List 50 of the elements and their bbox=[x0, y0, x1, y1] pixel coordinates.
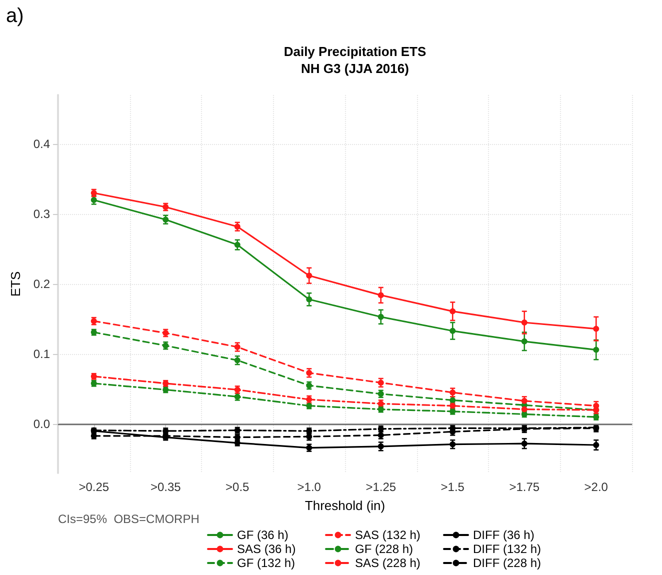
point bbox=[162, 216, 169, 223]
point bbox=[378, 443, 384, 450]
x-tick-label: >0.25 bbox=[78, 480, 110, 494]
legend-label: GF (132 h) bbox=[237, 556, 296, 570]
x-axis-title: Threshold (in) bbox=[304, 498, 386, 513]
chart-subtitle: NH G3 (JJA 2016) bbox=[301, 61, 409, 76]
legend-label: SAS (132 h) bbox=[355, 528, 420, 542]
text: a) bbox=[6, 5, 24, 27]
y-tick-label: 0.0 bbox=[33, 417, 50, 431]
point bbox=[234, 344, 240, 350]
x-tick-label: >0.5 bbox=[226, 480, 250, 494]
point bbox=[593, 346, 600, 353]
x-tick-label: >1.5 bbox=[440, 480, 465, 494]
point bbox=[521, 398, 528, 404]
x-tick-label: >1.0 bbox=[297, 480, 322, 494]
point bbox=[521, 440, 528, 447]
y-tick-label: 0.1 bbox=[33, 347, 50, 361]
point bbox=[450, 308, 456, 314]
chart-title: Daily Precipitation ETS bbox=[284, 44, 426, 59]
x-tick-label: >1.75 bbox=[509, 480, 540, 494]
point bbox=[378, 314, 384, 320]
point bbox=[521, 338, 528, 344]
point bbox=[593, 326, 600, 332]
y-tick-label: 0.4 bbox=[33, 137, 50, 151]
point bbox=[234, 242, 240, 248]
point bbox=[306, 370, 312, 376]
legend-label: SAS (36 h) bbox=[237, 542, 296, 556]
x-tick-label: >1.25 bbox=[366, 480, 396, 494]
point bbox=[521, 320, 528, 326]
point bbox=[450, 328, 456, 334]
point bbox=[378, 380, 384, 386]
point bbox=[378, 292, 384, 298]
point bbox=[306, 272, 312, 279]
legend-label: GF (36 h) bbox=[237, 528, 288, 542]
legend-label: DIFF (132 h) bbox=[473, 542, 542, 556]
point bbox=[450, 441, 456, 448]
y-tick-label: 0.3 bbox=[33, 207, 50, 221]
legend-label: DIFF (228 h) bbox=[473, 556, 542, 570]
x-tick-label: >2.0 bbox=[584, 480, 608, 494]
y-axis-title: ETS bbox=[8, 271, 23, 297]
legend-label: SAS (228 h) bbox=[355, 556, 420, 570]
y-tick-label: 0.2 bbox=[33, 277, 50, 291]
point bbox=[593, 442, 600, 448]
point bbox=[234, 224, 240, 230]
text: CIs=95% OBS=CMORPH bbox=[58, 512, 200, 526]
legend-label: GF (228 h) bbox=[355, 542, 414, 556]
x-tick-label: >0.35 bbox=[150, 480, 182, 494]
legend-label: DIFF (36 h) bbox=[473, 528, 534, 542]
point bbox=[306, 296, 312, 302]
point bbox=[234, 357, 240, 364]
